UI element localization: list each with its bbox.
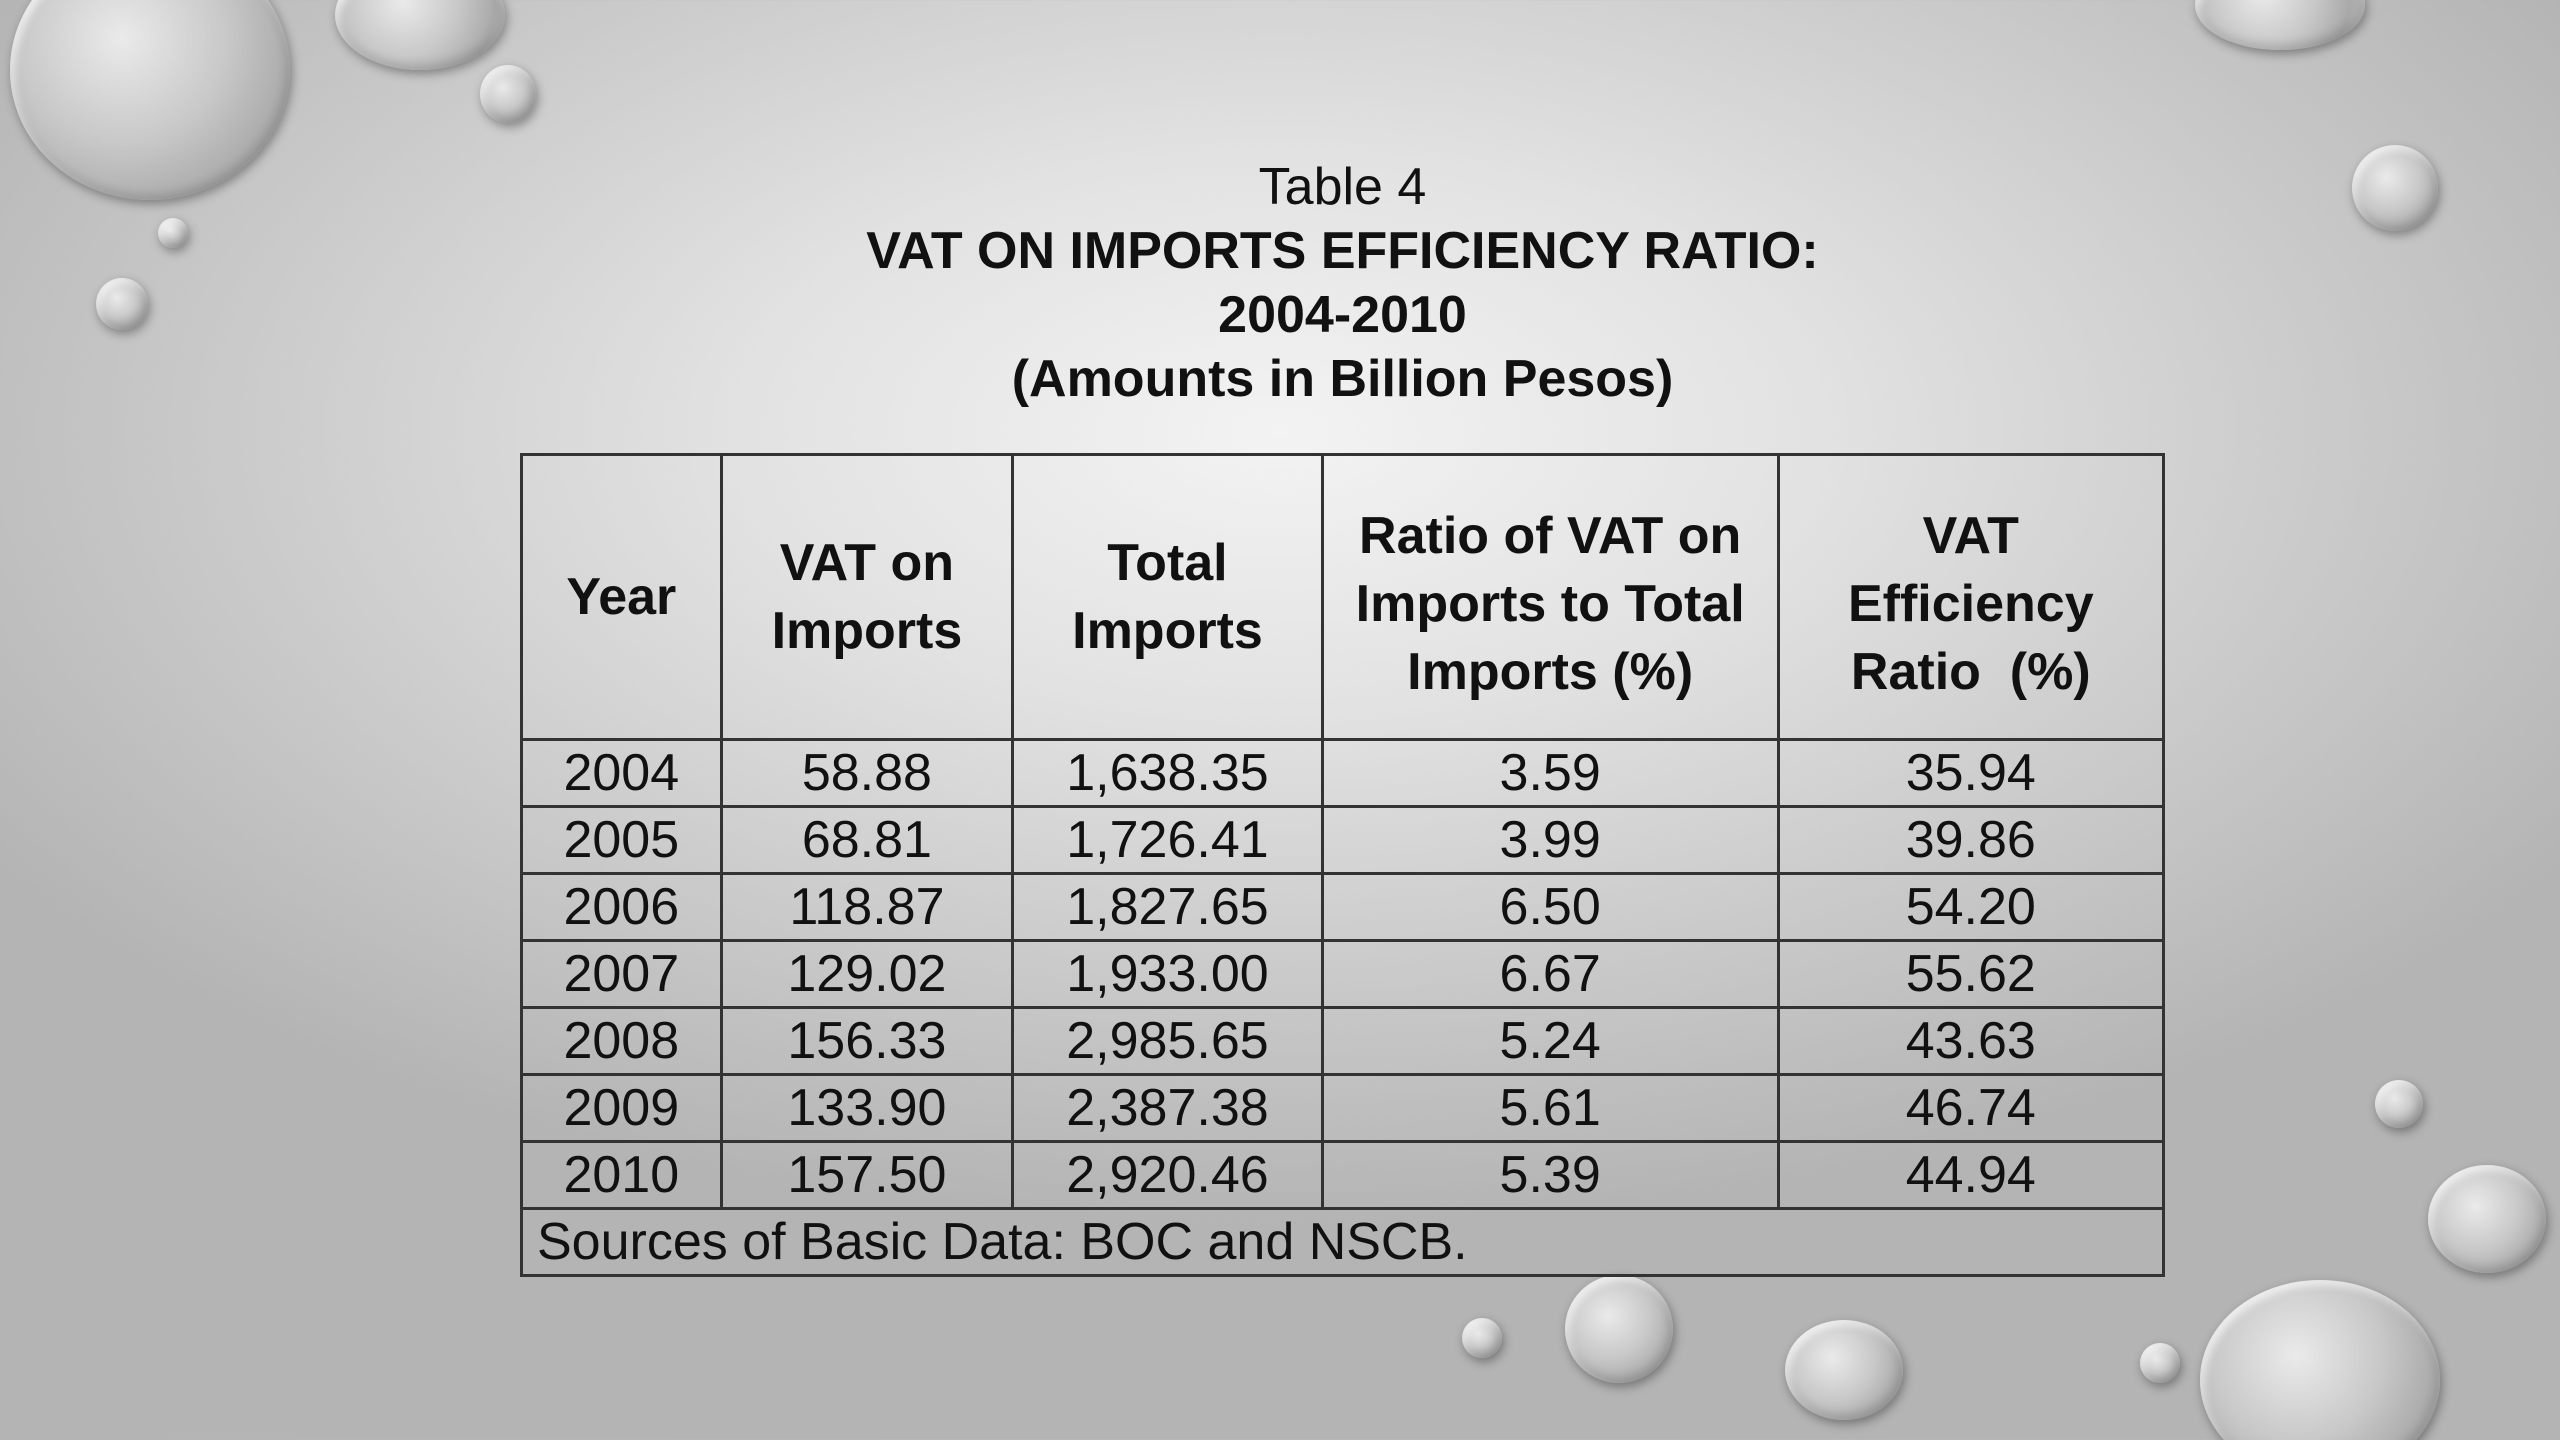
droplet-decoration bbox=[2375, 1080, 2423, 1128]
source-note: Sources of Basic Data: BOC and NSCB. bbox=[520, 1207, 2165, 1277]
vat-efficiency-table: Year VAT on Imports Total Imports Ratio … bbox=[520, 453, 2166, 1277]
table-number: Table 4 bbox=[1258, 158, 1427, 216]
table-header-row: Year VAT on Imports Total Imports Ratio … bbox=[520, 453, 2166, 741]
cell-total-imports: 1,933.00 bbox=[1011, 939, 1324, 1009]
header-line: VAT on bbox=[779, 534, 955, 592]
cell-efficiency-ratio: 54.20 bbox=[1776, 872, 2166, 942]
cell-year: 2007 bbox=[520, 939, 723, 1009]
cell-ratio: 3.59 bbox=[1320, 738, 1780, 808]
droplet-decoration bbox=[2140, 1343, 2180, 1383]
header-line: Total bbox=[1107, 534, 1228, 592]
cell-total-imports: 1,726.41 bbox=[1011, 805, 1324, 875]
cell-ratio: 5.39 bbox=[1320, 1140, 1780, 1210]
cell-ratio: 5.24 bbox=[1320, 1006, 1780, 1076]
cell-year: 2005 bbox=[520, 805, 723, 875]
table-caption: Table 4 VAT ON IMPORTS EFFICIENCY RATIO:… bbox=[0, 155, 2560, 411]
cell-vat-on-imports: 157.50 bbox=[719, 1140, 1015, 1210]
cell-year: 2004 bbox=[520, 738, 723, 808]
cell-efficiency-ratio: 35.94 bbox=[1776, 738, 2166, 808]
header-line: Imports (%) bbox=[1407, 643, 1694, 701]
cell-efficiency-ratio: 44.94 bbox=[1776, 1140, 2166, 1210]
cell-vat-on-imports: 118.87 bbox=[719, 872, 1015, 942]
header-line: Imports bbox=[771, 602, 963, 660]
droplet-decoration bbox=[335, 0, 505, 70]
table-row: 2007 129.02 1,933.00 6.67 55.62 bbox=[520, 939, 2166, 1009]
cell-vat-on-imports: 129.02 bbox=[719, 939, 1015, 1009]
table-row: 2005 68.81 1,726.41 3.99 39.86 bbox=[520, 805, 2166, 875]
cell-ratio: 5.61 bbox=[1320, 1073, 1780, 1143]
column-header-efficiency-ratio: VAT Efficiency Ratio (%) bbox=[1776, 453, 2166, 741]
droplet-decoration bbox=[158, 218, 188, 248]
cell-efficiency-ratio: 46.74 bbox=[1776, 1073, 2166, 1143]
cell-year: 2006 bbox=[520, 872, 723, 942]
cell-vat-on-imports: 68.81 bbox=[719, 805, 1015, 875]
table-row: 2009 133.90 2,387.38 5.61 46.74 bbox=[520, 1073, 2166, 1143]
droplet-decoration bbox=[2352, 145, 2438, 231]
cell-ratio: 3.99 bbox=[1320, 805, 1780, 875]
table-source-row: Sources of Basic Data: BOC and NSCB. bbox=[520, 1207, 2165, 1277]
droplet-decoration bbox=[2195, 0, 2365, 50]
table-title: VAT ON IMPORTS EFFICIENCY RATIO: bbox=[866, 222, 1819, 280]
column-header-total-imports: Total Imports bbox=[1011, 453, 1324, 741]
column-header-ratio: Ratio of VAT on Imports to Total Imports… bbox=[1320, 453, 1780, 741]
header-line: VAT bbox=[1922, 507, 2019, 565]
table-row: 2006 118.87 1,827.65 6.50 54.20 bbox=[520, 872, 2166, 942]
cell-efficiency-ratio: 39.86 bbox=[1776, 805, 2166, 875]
header-line: Ratio of VAT on bbox=[1359, 507, 1742, 565]
cell-ratio: 6.50 bbox=[1320, 872, 1780, 942]
cell-year: 2009 bbox=[520, 1073, 723, 1143]
cell-ratio: 6.67 bbox=[1320, 939, 1780, 1009]
droplet-decoration bbox=[10, 0, 290, 200]
cell-total-imports: 2,387.38 bbox=[1011, 1073, 1324, 1143]
cell-year: 2008 bbox=[520, 1006, 723, 1076]
droplet-decoration bbox=[1462, 1318, 1502, 1358]
droplet-decoration bbox=[480, 65, 536, 123]
table-row: 2004 58.88 1,638.35 3.59 35.94 bbox=[520, 738, 2166, 808]
cell-year: 2010 bbox=[520, 1140, 723, 1210]
cell-total-imports: 2,985.65 bbox=[1011, 1006, 1324, 1076]
cell-vat-on-imports: 58.88 bbox=[719, 738, 1015, 808]
cell-total-imports: 1,827.65 bbox=[1011, 872, 1324, 942]
cell-total-imports: 1,638.35 bbox=[1011, 738, 1324, 808]
column-header-vat-on-imports: VAT on Imports bbox=[719, 453, 1015, 741]
cell-vat-on-imports: 133.90 bbox=[719, 1073, 1015, 1143]
table-units: (Amounts in Billion Pesos) bbox=[1011, 350, 1674, 408]
droplet-decoration bbox=[2200, 1280, 2440, 1440]
table-period: 2004-2010 bbox=[1218, 286, 1467, 344]
droplet-decoration bbox=[2428, 1165, 2546, 1273]
table-row: 2010 157.50 2,920.46 5.39 44.94 bbox=[520, 1140, 2166, 1210]
droplet-decoration bbox=[1785, 1320, 1903, 1420]
table-row: 2008 156.33 2,985.65 5.24 43.63 bbox=[520, 1006, 2166, 1076]
droplet-decoration bbox=[1565, 1275, 1673, 1383]
droplet-decoration bbox=[96, 278, 148, 330]
cell-vat-on-imports: 156.33 bbox=[719, 1006, 1015, 1076]
cell-efficiency-ratio: 55.62 bbox=[1776, 939, 2166, 1009]
cell-total-imports: 2,920.46 bbox=[1011, 1140, 1324, 1210]
header-line: Efficiency bbox=[1847, 575, 2094, 633]
column-header-year: Year bbox=[520, 453, 723, 741]
header-line: Imports to Total bbox=[1355, 575, 1745, 633]
header-line: Ratio (%) bbox=[1850, 643, 2091, 701]
header-line: Imports bbox=[1072, 602, 1263, 660]
header-line: Year bbox=[566, 568, 677, 626]
cell-efficiency-ratio: 43.63 bbox=[1776, 1006, 2166, 1076]
